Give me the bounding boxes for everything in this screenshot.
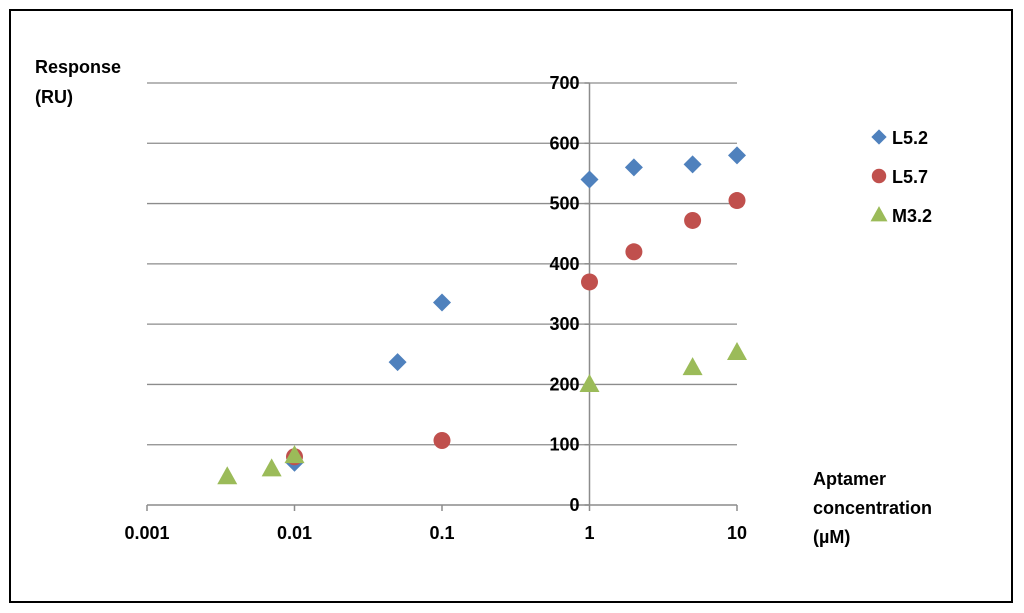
y-tick-label: 300 [549, 314, 579, 334]
m3-2-point [284, 445, 305, 464]
legend-marker-m3-2 [870, 206, 888, 222]
y-tick-label: 500 [549, 194, 579, 214]
y-axis-label: Response (RU) [35, 57, 121, 107]
x-tick-label: 0.1 [429, 523, 454, 543]
x-axis-label: Aptamer concentration (µM) [813, 469, 932, 547]
legend-label: L5.7 [892, 167, 928, 187]
y-axis-label-line: Response [35, 57, 121, 77]
l5-7-point [684, 211, 702, 229]
m3-2-point [579, 373, 600, 392]
legend-label: M3.2 [892, 206, 932, 226]
y-axis-label-line: (RU) [35, 87, 73, 107]
legend-label: L5.2 [892, 128, 928, 148]
legend: L5.2 L5.7 M3.2 [870, 128, 932, 226]
l5-7-point [433, 431, 451, 449]
x-tick-labels: 0.001 0.01 0.1 1 10 [124, 523, 747, 543]
x-tick-label: 10 [727, 523, 747, 543]
legend-marker-l5-2 [871, 129, 887, 145]
l5-7-point [625, 243, 643, 261]
x-axis-label-line: Aptamer [813, 469, 886, 489]
scatter-chart: 0 100 200 300 400 500 600 700 0.001 0.01 0.1 1 10 R… [35, 57, 932, 547]
x-axis-label-line: concentration [813, 498, 932, 518]
legend-marker-l5-7 [871, 168, 887, 184]
gridlines [147, 82, 737, 446]
l5-2-point [683, 155, 702, 174]
y-tick-label: 600 [549, 133, 579, 153]
y-tick-label: 100 [549, 435, 579, 455]
x-tick-label: 0.01 [277, 523, 312, 543]
l5-2-point [728, 146, 746, 165]
y-tick-label: 400 [549, 254, 579, 274]
x-axis-label-line: (µM) [813, 527, 850, 547]
l5-7-point [581, 273, 598, 291]
l5-2-point [388, 353, 407, 372]
y-tick-label: 200 [549, 374, 579, 394]
x-tick-label: 1 [584, 523, 594, 543]
m3-2-point [727, 342, 747, 361]
m3-2-point [261, 458, 282, 477]
m3-2-point [682, 357, 703, 376]
y-tick-label: 700 [549, 73, 579, 93]
y-tick-labels: 0 100 200 300 400 500 600 700 [549, 73, 579, 515]
y-tick-label: 0 [569, 495, 579, 515]
data-points [217, 146, 747, 485]
l5-7-point [728, 192, 746, 210]
l5-2-point [433, 293, 451, 312]
x-tick-label: 0.001 [124, 523, 169, 543]
l5-2-point [624, 158, 643, 177]
m3-2-point [217, 466, 238, 485]
l5-2-point [580, 170, 599, 189]
chart-frame: 0 100 200 300 400 500 600 700 0.001 0.01 0.1 1 10 R… [9, 9, 1013, 603]
